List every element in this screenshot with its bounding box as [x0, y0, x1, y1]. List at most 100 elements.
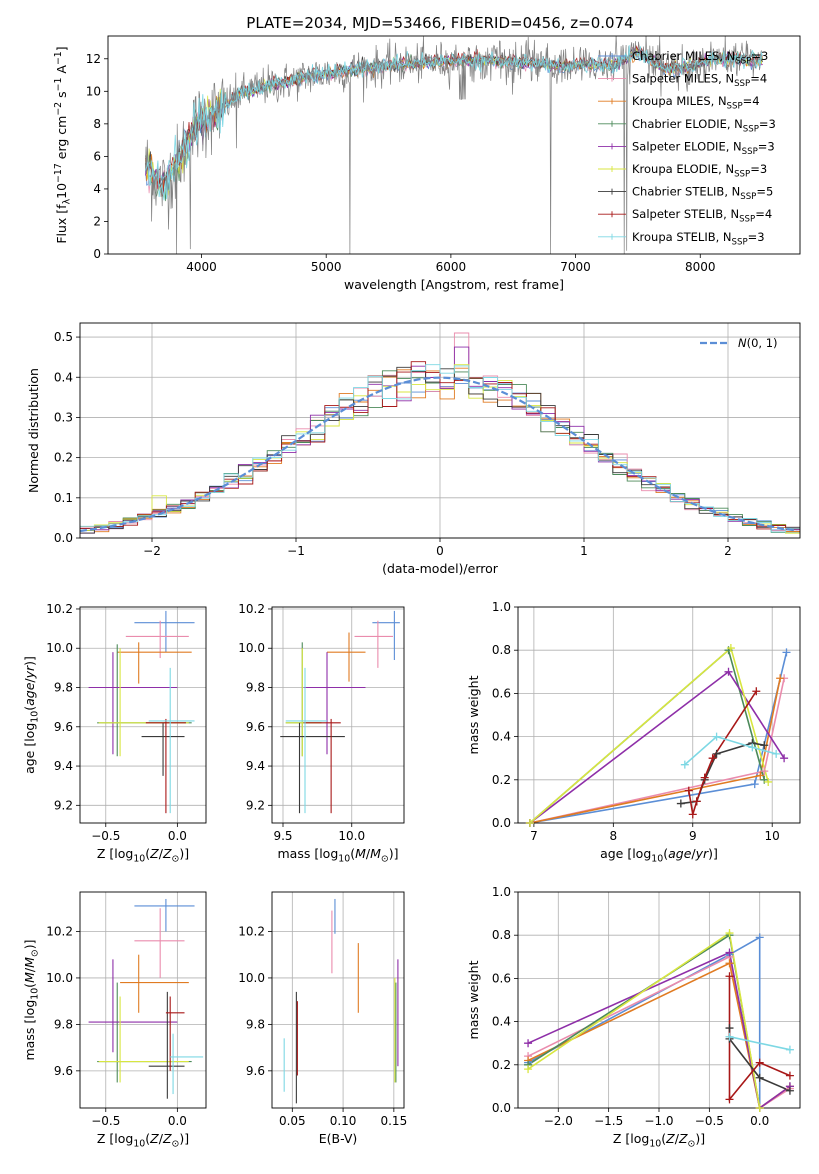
- text-span: Z: [678, 1131, 688, 1146]
- text-span: SSP: [727, 102, 743, 112]
- text-span: 10: [133, 1139, 145, 1150]
- x-axis-label: Z [log10(Z/Z⊙)]: [613, 1131, 705, 1150]
- y-tick-label: 9.8: [54, 681, 73, 695]
- text-span: Z [log: [613, 1131, 649, 1146]
- x-tick-label: 9: [689, 829, 697, 843]
- y-tick-label: 8: [93, 117, 101, 131]
- text-span: ⊙: [30, 949, 41, 957]
- y-tick-label: 10: [86, 84, 101, 98]
- text-span: Flux [f: [54, 204, 69, 244]
- x-tick-label: 4000: [186, 260, 217, 274]
- y-tick-label: 0.4: [492, 1015, 511, 1029]
- y-tick-label: 9.8: [246, 681, 265, 695]
- text-span: Z: [149, 846, 159, 861]
- axes-frame: [79, 891, 207, 1109]
- histogram-step: [80, 364, 800, 533]
- y-axis-label: mass weight: [466, 675, 481, 754]
- plus-marker: [764, 777, 773, 786]
- text-span: 10: [651, 854, 663, 865]
- plot-area: [283, 898, 399, 1104]
- y-tick-label: 10.0: [46, 641, 73, 655]
- y-tick-label: 0.0: [492, 1101, 511, 1115]
- plot-area: [88, 898, 204, 1099]
- text-span: −2: [53, 102, 64, 116]
- plus-marker: [724, 667, 733, 676]
- x-axis-label: (data-model)/error: [382, 561, 499, 576]
- x-tick-label: −1: [287, 544, 305, 558]
- text-span: SSP: [739, 215, 755, 225]
- text-span: =4: [755, 207, 772, 221]
- y-axis-label: Flux [fλ10−17 erg cm−2 s−1 A−1]: [53, 46, 73, 243]
- text-span: N: [738, 336, 747, 350]
- y-tick-label: 0.4: [54, 370, 73, 384]
- text-span: −17: [53, 163, 64, 183]
- text-span: ⊙: [688, 1139, 696, 1150]
- chart-title: PLATE=2034, MJD=53466, FIBERID=0456, z=0…: [246, 14, 633, 32]
- plus-marker: [725, 948, 734, 957]
- y-tick-label: 12: [86, 52, 101, 66]
- text-span: mass weight: [466, 960, 481, 1039]
- plus-marker: [755, 1058, 764, 1067]
- y-tick-label: 10.2: [46, 602, 73, 616]
- y-tick-label: 10.2: [46, 924, 73, 938]
- y-tick-label: 9.8: [246, 1017, 265, 1031]
- plus-marker: [785, 1086, 794, 1095]
- plus-marker: [524, 1039, 533, 1048]
- y-tick-label: 1.0: [492, 885, 511, 899]
- y-tick-label: 0.0: [54, 531, 73, 545]
- text-span: =5: [756, 185, 773, 199]
- legend-entry: Chabrier MILES, NSSP=3: [632, 49, 768, 67]
- y-tick-label: 9.4: [246, 759, 265, 773]
- plot-area: [88, 610, 195, 814]
- text-span: /: [675, 1131, 680, 1146]
- y-tick-label: 0.8: [492, 643, 511, 657]
- text-span: /: [159, 1131, 164, 1146]
- x-tick-label: 0: [436, 544, 444, 558]
- text-span: mass [log: [277, 846, 338, 861]
- x-axis-label: Z [log10(Z/Z⊙)]: [97, 846, 189, 865]
- axes-frame: [271, 891, 405, 1109]
- x-tick-label: 7: [530, 829, 538, 843]
- x-tick-label: −0.5: [695, 1114, 724, 1128]
- text-span: 10: [54, 183, 69, 199]
- plus-marker: [752, 687, 761, 696]
- x-tick-label: 0.0: [750, 1114, 769, 1128]
- x-tick-label: 10: [765, 829, 780, 843]
- text-span: (0, 1): [747, 336, 778, 350]
- y-tick-label: 0.2: [492, 773, 511, 787]
- plus-marker: [760, 767, 769, 776]
- text-span: (: [661, 1131, 666, 1146]
- plot-area: [80, 332, 800, 534]
- plus-marker: [725, 1032, 734, 1041]
- y-tick-label: 0.5: [54, 330, 73, 344]
- y-tick-label: 0: [93, 247, 101, 261]
- text-span: =3: [759, 117, 776, 131]
- text-span: Chabrier STELIB, N: [632, 185, 740, 199]
- y-tick-label: 0.3: [54, 410, 73, 424]
- text-span: (: [350, 846, 355, 861]
- mass-weight-line: [684, 735, 777, 766]
- panel-p3: −0.5 0.09.29.49.69.810.010.2Z [log10(Z/Z⊙…: [22, 602, 207, 865]
- x-tick-label: −1.5: [594, 1114, 623, 1128]
- plus-marker: [785, 1071, 794, 1080]
- y-tick-label: 0.8: [492, 928, 511, 942]
- y-tick-label: 0.2: [492, 1058, 511, 1072]
- x-tick-label: 0.0: [168, 1114, 187, 1128]
- y-tick-label: 6: [93, 149, 101, 163]
- x-tick-label: 0.10: [330, 1114, 357, 1128]
- x-tick-label: 6000: [436, 260, 467, 274]
- text-span: (: [145, 1131, 150, 1146]
- plus-marker: [676, 799, 685, 808]
- text-span: /: [691, 846, 696, 861]
- panel-p2: −2 −1 0 1 2 0.0 0.1 0.2 0.3 0.4 0.5 (data-model)/er…: [26, 322, 801, 576]
- text-span: =4: [743, 94, 760, 108]
- plus-marker: [755, 1104, 764, 1112]
- x-tick-label: 2: [724, 544, 732, 558]
- plot-area: [529, 646, 788, 823]
- text-span: )]: [22, 939, 37, 949]
- x-axis-label: E(B-V): [319, 1131, 358, 1146]
- text-span: )]: [179, 846, 189, 861]
- text-span: Z: [149, 1131, 159, 1146]
- y-tick-label: 0.6: [492, 971, 511, 985]
- text-span: M: [22, 972, 37, 983]
